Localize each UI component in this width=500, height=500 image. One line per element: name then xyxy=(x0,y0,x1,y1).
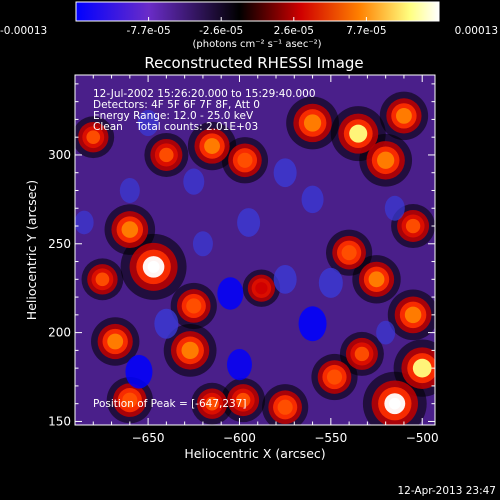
heatmap-blob-core xyxy=(349,124,368,143)
axis-ticks: −650 −600 −550 −500 150 200 250 300 xyxy=(48,75,439,445)
heatmap-negative-blob xyxy=(273,264,297,294)
heatmap-negative-blob xyxy=(298,306,327,342)
heatmap-blob-core xyxy=(277,399,293,415)
annotation-time-range: 12-Jul-2002 15:26:20.000 to 15:29:40.000 xyxy=(93,88,316,100)
x-tick-label: −600 xyxy=(223,431,256,445)
heatmap-blob-core xyxy=(405,218,421,234)
heatmap-negative-blob xyxy=(237,208,261,237)
heatmap-blob-core xyxy=(255,282,268,295)
heatmap-negative-blob xyxy=(119,177,140,203)
heatmap-negative-blob xyxy=(75,210,94,235)
heatmap-blob-core xyxy=(341,245,357,261)
heatmap-negative-blob xyxy=(384,195,405,221)
colorbar-gradient xyxy=(75,1,440,22)
colorbar: -0.00013 -7.7e-05 -2.6e-05 2.6e-05 7.7e-05 0.… xyxy=(0,1,498,50)
heatmap-blob-core xyxy=(368,271,385,288)
heatmap-blob-peak xyxy=(147,260,160,273)
heatmap-negative-blob xyxy=(192,231,213,257)
y-axis-label: Heliocentric Y (arcsec) xyxy=(24,180,39,320)
heatmap-negative-blob xyxy=(301,185,324,214)
colorbar-tick-label: 7.7e-05 xyxy=(346,25,386,37)
heatmap-blob-core xyxy=(326,369,343,385)
heatmap-blob-core xyxy=(205,396,219,411)
plot-area: −650 −600 −550 −500 150 200 250 300 12-Jul-2002… xyxy=(48,74,439,445)
heatmap-blob-core xyxy=(107,333,124,350)
heatmap-blob-core xyxy=(121,221,139,238)
heatmap-blob-core xyxy=(204,138,220,154)
heatmap-blob-core xyxy=(186,298,202,314)
plot-frame xyxy=(74,74,436,426)
heatmap-negative-blob xyxy=(217,277,244,310)
annotation-block: 12-Jul-2002 15:26:20.000 to 15:29:40.000… xyxy=(93,88,316,133)
generation-timestamp: 12-Apr-2013 23:47 xyxy=(397,485,496,497)
heatmap-blob-core xyxy=(396,107,412,124)
heatmap-blob-core xyxy=(235,392,251,408)
y-tick-label: 200 xyxy=(48,326,71,340)
colorbar-tick-label: -2.6e-05 xyxy=(199,25,243,37)
heatmap-negative-blob xyxy=(154,308,179,339)
heatmap-blob-peak xyxy=(388,397,401,410)
heatmap-negative-blob xyxy=(318,267,343,298)
colorbar-ticks: -0.00013 -7.7e-05 -2.6e-05 2.6e-05 7.7e-05 0.… xyxy=(0,17,498,37)
heatmap-negative-blob xyxy=(183,168,205,195)
heatmap-blob-core xyxy=(122,392,138,408)
heatmap-blob-core xyxy=(181,341,199,360)
annotation-detectors: Detectors: 4F 5F 6F 7F 8F, Att 0 xyxy=(93,99,260,111)
heatmap-blob-core xyxy=(377,151,395,169)
heatmap-blob-core xyxy=(412,358,432,378)
annotation-energy-range: Energy Range: 12.0 - 25.0 keV xyxy=(93,110,254,122)
colorbar-tick-label: 2.6e-05 xyxy=(274,25,314,37)
colorbar-unit-label: (photons cm⁻² s⁻¹ asec⁻²) xyxy=(192,39,321,50)
x-axis-label: Heliocentric X (arcsec) xyxy=(184,446,325,461)
heatmap-negative-blob xyxy=(273,158,297,188)
heatmap-image xyxy=(75,91,435,425)
heatmap-blob-core xyxy=(237,152,253,168)
heatmap-blob-core xyxy=(303,114,322,132)
annotation-clean-counts: Clean Total counts: 2.01E+03 xyxy=(93,121,258,133)
heatmap-negative-blob xyxy=(376,320,396,345)
heatmap-blob-core xyxy=(354,346,370,362)
heatmap-blob-core xyxy=(95,272,110,287)
heatmap-negative-blob xyxy=(125,354,153,389)
x-tick-label: −500 xyxy=(406,431,439,445)
heatmap-negative-blob xyxy=(226,348,252,381)
y-tick-label: 300 xyxy=(48,148,71,162)
colorbar-tick-label: -7.7e-05 xyxy=(127,25,171,37)
heatmap-blob-core xyxy=(159,147,174,163)
chart-title: Reconstructed RHESSI Image xyxy=(144,54,363,72)
colorbar-tick-label: -0.00013 xyxy=(0,25,47,37)
x-tick-label: −650 xyxy=(132,431,165,445)
colorbar-tick-label: 0.00013 xyxy=(455,25,498,37)
x-tick-label: −550 xyxy=(314,431,347,445)
heatmap-negative-blob xyxy=(137,109,159,137)
y-tick-label: 250 xyxy=(48,237,71,251)
heatmap-blob-core xyxy=(404,306,422,324)
heatmap-blob-core xyxy=(86,130,101,145)
peak-position-label: Position of Peak = [-647,237] xyxy=(93,398,247,410)
y-tick-label: 150 xyxy=(48,414,71,428)
